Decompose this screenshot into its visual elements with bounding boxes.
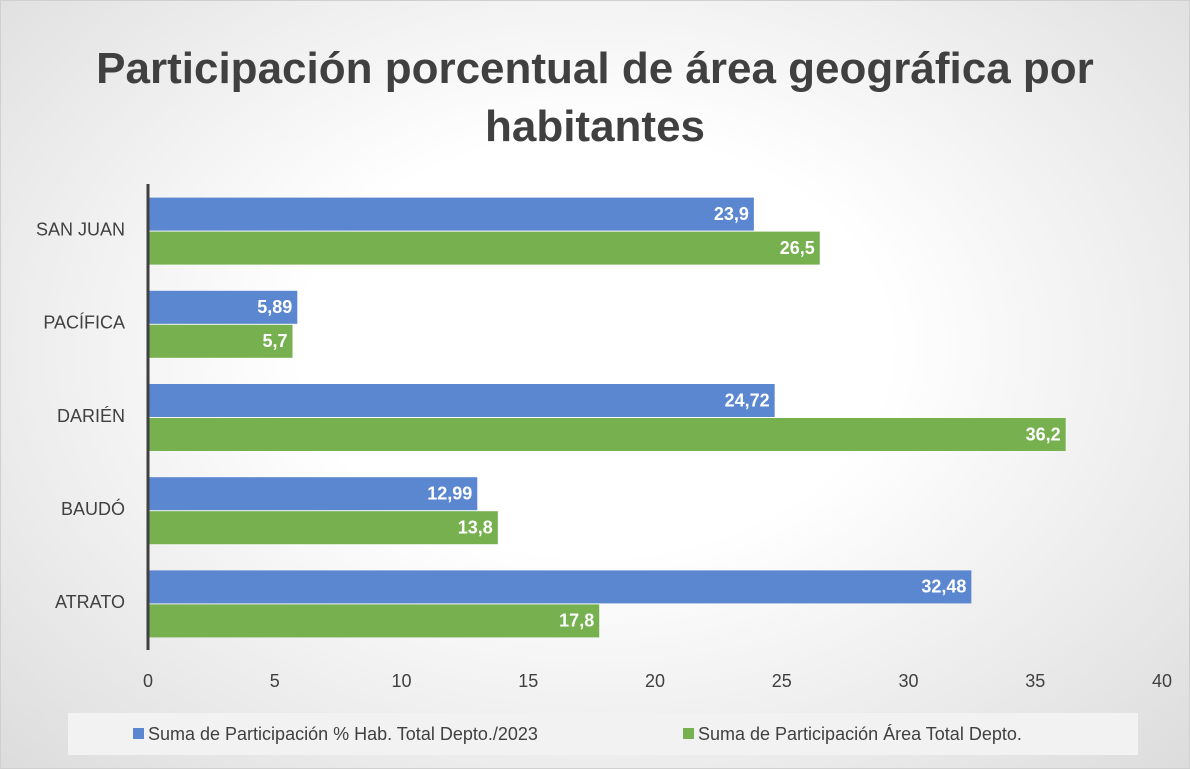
bar xyxy=(148,324,293,358)
bar xyxy=(148,570,972,604)
data-label: 12,99 xyxy=(427,483,472,503)
data-label: 5,7 xyxy=(262,331,287,351)
data-label: 17,8 xyxy=(559,611,594,631)
legend-swatch xyxy=(133,728,144,739)
legend-box xyxy=(68,713,1138,755)
data-label: 24,72 xyxy=(725,390,770,410)
bar xyxy=(148,418,1066,451)
x-tick-label: 25 xyxy=(772,671,792,691)
data-label: 32,48 xyxy=(921,577,966,597)
legend-swatch xyxy=(683,728,694,739)
bar xyxy=(148,290,298,324)
x-tick-label: 10 xyxy=(391,671,411,691)
data-label: 5,89 xyxy=(257,297,292,317)
bar xyxy=(148,231,820,265)
x-tick-label: 40 xyxy=(1152,671,1172,691)
legend-label: Suma de Participación % Hab. Total Depto… xyxy=(148,724,538,744)
bar xyxy=(148,197,754,231)
y-tick-label: BAUDÓ xyxy=(61,498,125,519)
data-label: 13,8 xyxy=(458,517,493,537)
y-tick-label: SAN JUAN xyxy=(36,219,125,239)
data-label: 26,5 xyxy=(780,238,815,258)
bar xyxy=(148,604,600,638)
data-label: 23,9 xyxy=(714,204,749,224)
x-tick-label: 20 xyxy=(645,671,665,691)
x-tick-label: 35 xyxy=(1025,671,1045,691)
x-tick-label: 30 xyxy=(898,671,918,691)
x-tick-label: 15 xyxy=(518,671,538,691)
x-tick-label: 0 xyxy=(143,671,153,691)
y-tick-label: ATRATO xyxy=(55,592,125,612)
data-label: 36,2 xyxy=(1026,424,1061,444)
chart-title: Participación porcentual de área geográf… xyxy=(96,44,1094,151)
y-tick-label: DARIÉN xyxy=(57,406,125,426)
bar xyxy=(148,511,498,545)
legend-label: Suma de Participación Área Total Depto. xyxy=(698,724,1022,744)
bar xyxy=(148,477,478,511)
bar xyxy=(148,384,775,417)
x-tick-label: 5 xyxy=(270,671,280,691)
y-tick-label: PACÍFICA xyxy=(43,313,125,333)
